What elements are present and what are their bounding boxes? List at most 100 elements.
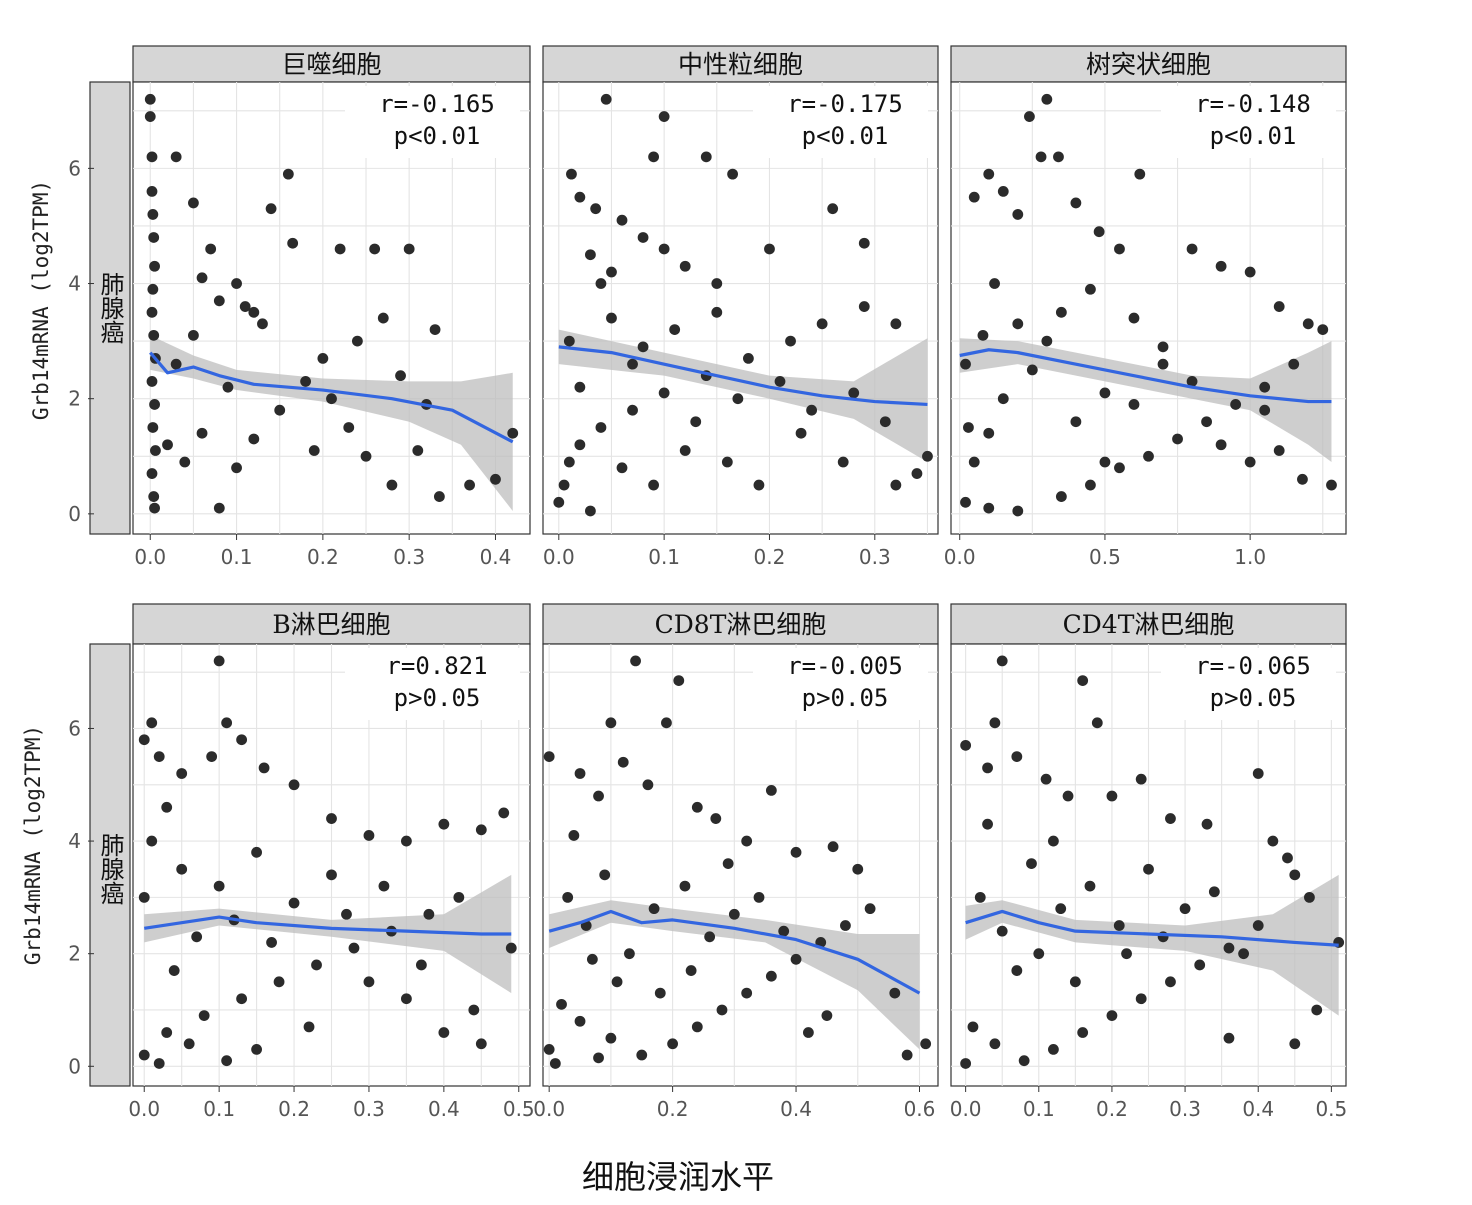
facet-title: CD8T淋巴细胞 <box>655 610 827 639</box>
scatter-point <box>188 329 199 341</box>
y-tick-label: 0 <box>68 1054 81 1078</box>
facet-title: 树突状细胞 <box>1086 50 1211 79</box>
scatter-point <box>1040 773 1052 785</box>
scatter-point <box>1165 976 1176 988</box>
scatter-point <box>1215 260 1227 272</box>
scatter-point <box>1302 318 1314 330</box>
scatter-point <box>401 835 412 847</box>
scatter-point <box>213 295 225 307</box>
scatter-point <box>317 352 329 364</box>
x-tick-label: 0.3 <box>353 1097 385 1121</box>
scatter-point <box>840 920 851 931</box>
x-tick-label: 0.3 <box>1169 1097 1201 1121</box>
scatter-point <box>595 422 607 433</box>
scatter-point <box>438 818 450 830</box>
scatter-point <box>303 1021 315 1033</box>
scatter-point <box>311 959 322 971</box>
scatter-point <box>231 278 242 289</box>
scatter-point <box>161 801 173 813</box>
scatter-point <box>222 381 234 393</box>
scatter-point <box>1223 1032 1235 1044</box>
scatter-point <box>257 318 268 330</box>
scatter-point <box>920 1038 932 1050</box>
scatter-point <box>637 341 649 353</box>
x-tick-label: 0.3 <box>393 545 425 569</box>
scatter-point <box>274 404 286 416</box>
scatter-point <box>1244 456 1256 468</box>
scatter-point <box>146 835 158 847</box>
scatter-point <box>960 739 972 751</box>
scatter-point <box>977 329 989 341</box>
scatter-point <box>600 93 612 105</box>
scatter-point <box>149 260 160 272</box>
confidence-band <box>144 874 512 994</box>
x-tick-label: 0.0 <box>950 1097 982 1121</box>
scatter-point <box>960 496 971 508</box>
scatter-point <box>153 1058 165 1069</box>
scatter-point <box>288 897 300 909</box>
scatter-point <box>1053 151 1064 163</box>
scatter-point <box>239 301 251 312</box>
scatter-point <box>658 387 670 399</box>
scatter-point <box>996 655 1008 667</box>
scatter-point <box>1267 835 1279 847</box>
scatter-point <box>147 283 159 295</box>
scatter-point <box>605 717 617 729</box>
scatter-point <box>716 1004 728 1016</box>
fit-line <box>959 348 1332 404</box>
scatter-point <box>858 237 870 249</box>
scatter-point <box>1113 920 1125 931</box>
scatter-point <box>475 824 487 836</box>
scatter-point <box>1134 168 1146 180</box>
x-tick-label: 1.0 <box>1234 545 1266 569</box>
scatter-point <box>1114 243 1125 255</box>
scatter-point <box>236 734 248 746</box>
scatter-point <box>774 376 786 387</box>
scatter-point <box>852 863 864 875</box>
x-tick-label: 0.6 <box>904 1097 936 1121</box>
scatter-point <box>213 502 225 514</box>
facet-panel-b-cell: B淋巴细胞 r=0.821 p>0.05 0.0 0.1 0.2 0.3 0.4 0.5 0 2 4 6 <box>68 603 535 1121</box>
scatter-point <box>1024 111 1035 122</box>
scatter-point <box>348 942 360 954</box>
scatter-point <box>170 151 182 163</box>
scatter-point <box>1069 976 1081 988</box>
scatter-point <box>704 931 716 943</box>
scatter-point <box>563 456 575 468</box>
scatter-point <box>691 1021 703 1033</box>
scatter-point <box>1186 376 1198 387</box>
correlation-r-label: r=-0.065 <box>1195 652 1311 680</box>
scatter-point <box>138 1049 150 1061</box>
scatter-point <box>1186 243 1198 255</box>
scatter-point <box>890 318 902 330</box>
scatter-point <box>960 358 971 370</box>
scatter-point <box>147 422 159 433</box>
scatter-point <box>1201 818 1213 830</box>
scatter-point <box>231 462 242 474</box>
scatter-point <box>593 790 604 802</box>
scatter-point <box>1304 891 1315 903</box>
scatter-point <box>690 416 702 428</box>
scatter-point <box>630 655 641 667</box>
scatter-point <box>1055 306 1067 318</box>
scatter-point <box>144 93 156 105</box>
scatter-point <box>827 203 839 215</box>
scatter-point <box>438 1027 450 1038</box>
scatter-point <box>658 243 670 255</box>
scatter-point <box>802 1027 814 1038</box>
scatter-point <box>743 352 754 364</box>
scatter-point <box>790 953 802 965</box>
scatter-point <box>468 1004 480 1016</box>
scatter-point <box>412 445 424 456</box>
x-tick-label: 0.2 <box>1096 1097 1128 1121</box>
scatter-point <box>1026 858 1037 869</box>
p-value-label: p>0.05 <box>394 684 481 712</box>
scatter-point <box>423 908 435 920</box>
scatter-point <box>732 393 744 405</box>
y-tick-label: 6 <box>68 716 81 740</box>
scatter-point <box>1311 1004 1323 1016</box>
scatter-point <box>700 151 712 163</box>
scatter-point <box>288 779 300 791</box>
scatter-point <box>1135 993 1147 1005</box>
fit-line <box>143 915 512 936</box>
